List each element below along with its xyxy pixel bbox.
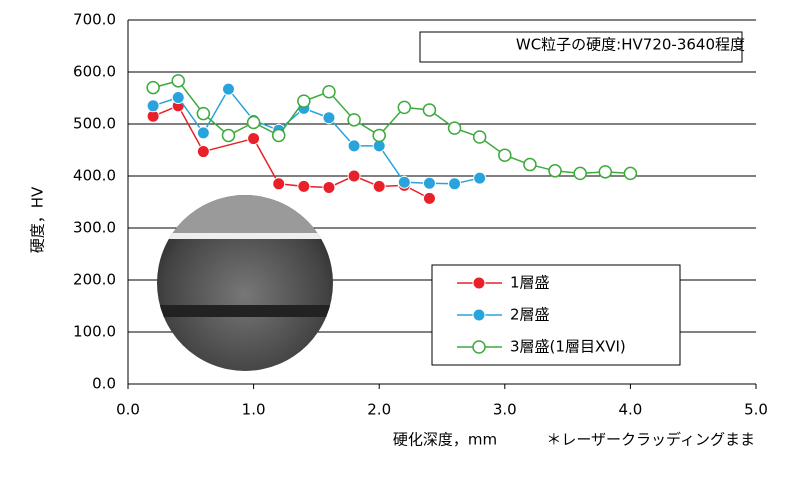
point <box>397 175 411 189</box>
point <box>171 90 185 104</box>
point <box>347 113 361 127</box>
y-tick-label: 0.0 <box>92 375 116 393</box>
y-tick-label: 200.0 <box>73 271 116 289</box>
point <box>372 128 386 143</box>
point <box>347 139 361 153</box>
y-tick-label: 400.0 <box>73 167 116 185</box>
point <box>322 111 336 125</box>
y-tick-label: 700.0 <box>73 11 116 29</box>
y-tick-label: 600.0 <box>73 63 116 81</box>
inset-photo <box>157 195 333 371</box>
legend-marker <box>472 308 486 322</box>
legend-label: 2層盛 <box>510 306 550 324</box>
point <box>347 169 361 183</box>
point <box>322 180 336 194</box>
point <box>246 115 261 130</box>
x-tick-label: 1.0 <box>242 401 266 419</box>
point <box>297 94 311 108</box>
x-tick-label: 4.0 <box>618 401 642 419</box>
point <box>221 82 235 96</box>
point <box>372 179 386 193</box>
y-axis-label: 硬度，HV <box>29 186 47 253</box>
point <box>272 177 286 191</box>
legend-marker <box>472 340 486 354</box>
point <box>473 171 487 185</box>
point <box>146 99 160 113</box>
annotation: WC粒子の硬度:HV720-3640程度 <box>516 36 745 54</box>
annotation-box <box>419 31 743 63</box>
point <box>447 121 462 135</box>
y-tick-label: 500.0 <box>73 115 116 133</box>
point <box>548 164 562 178</box>
point <box>598 165 613 179</box>
point <box>271 128 286 143</box>
point <box>297 179 311 193</box>
point <box>247 132 261 146</box>
point <box>196 145 210 159</box>
point <box>472 130 487 144</box>
point <box>623 166 638 181</box>
y-tick-label: 300.0 <box>73 219 116 237</box>
legend-marker <box>472 276 486 290</box>
point <box>196 126 210 140</box>
point <box>146 80 160 95</box>
point <box>523 157 537 172</box>
point <box>498 148 512 162</box>
legend-label: 1層盛 <box>510 274 550 292</box>
point <box>322 85 336 99</box>
legend-label: 3層盛(1層目XVI) <box>510 338 626 356</box>
point <box>573 166 587 181</box>
x-tick-label: 0.0 <box>116 401 140 419</box>
x-tick-label: 2.0 <box>367 401 391 419</box>
x-tick-label: 3.0 <box>493 401 517 419</box>
x-tick-label: 5.0 <box>744 401 768 419</box>
point <box>448 177 462 191</box>
note: ＊レーザークラッディングまま <box>546 431 755 449</box>
point <box>422 176 436 190</box>
point <box>397 100 412 115</box>
point <box>422 103 437 117</box>
x-axis-label: 硬化深度，mm <box>393 431 497 449</box>
point <box>171 74 185 88</box>
point <box>221 128 236 143</box>
point <box>196 106 211 121</box>
point <box>422 191 436 205</box>
y-tick-label: 100.0 <box>73 323 116 341</box>
